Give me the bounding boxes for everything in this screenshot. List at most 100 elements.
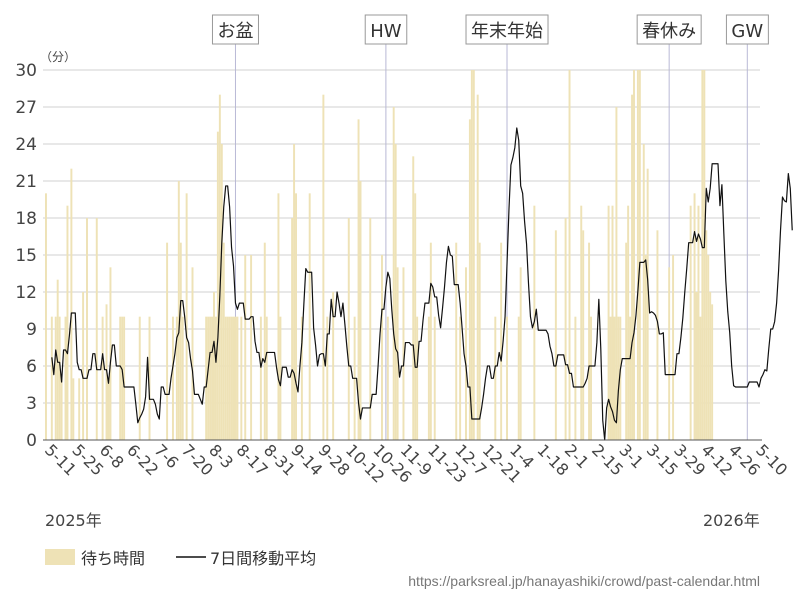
waiting-time-bar [574, 316, 577, 440]
waiting-time-bar [123, 316, 126, 440]
event-label-text: HW [370, 21, 402, 42]
waiting-time-bar [191, 267, 194, 440]
source-url: https://parksreal.jp/hanayashiki/crowd/p… [408, 573, 760, 589]
waiting-time-bar [609, 316, 612, 440]
waiting-time-bar [631, 94, 634, 441]
waiting-time-bar [580, 205, 583, 440]
waiting-time-bar [218, 94, 221, 441]
event-label-text: 春休み [642, 21, 696, 42]
event-label-box [636, 14, 702, 45]
event-label-text: お盆 [217, 21, 253, 42]
waiting-time-bar [476, 94, 479, 441]
waiting-time-bar [279, 316, 282, 440]
waiting-time-bar [82, 292, 85, 440]
waiting-time-bar [394, 144, 397, 440]
waiting-time-bar [250, 255, 253, 440]
waiting-time-bar [209, 316, 212, 440]
waiting-time-bar [369, 218, 372, 440]
waiting-time-bar [656, 230, 659, 440]
waiting-time-bar [259, 316, 262, 440]
waiting-time-bar [611, 205, 614, 440]
waiting-time-bar [171, 316, 174, 440]
waiting-time-bar [230, 316, 233, 440]
waiting-time-bar [402, 267, 405, 440]
x-tick-label: 3-15 [643, 440, 682, 479]
waiting-time-bar [58, 316, 61, 440]
event-label: GW [725, 14, 769, 45]
waiting-time-bar [500, 242, 503, 440]
waiting-time-bar [470, 70, 473, 440]
waiting-time-bar [72, 378, 75, 440]
waiting-time-bar [392, 107, 395, 440]
waiting-time-bar [121, 316, 124, 440]
waiting-time-bar [78, 378, 81, 440]
y-tick-label: 24 [15, 135, 37, 155]
waiting-time-bar [412, 156, 415, 440]
waiting-time-bar [291, 218, 294, 440]
waiting-time-bar [185, 193, 188, 440]
waiting-time-bar [554, 230, 557, 440]
waiting-time-bar [263, 242, 266, 440]
waiting-time-bar [265, 316, 268, 440]
y-tick-label: 0 [26, 431, 37, 451]
waiting-time-bar [617, 316, 620, 440]
event-label-box [465, 14, 549, 45]
y-tick-label: 15 [15, 246, 37, 266]
event-labels: お盆 HW 年末年始 春休み GW [211, 14, 769, 45]
waiting-time-bar [322, 94, 325, 441]
waiting-time-bar [644, 255, 647, 440]
waiting-time-bar [619, 316, 622, 440]
waiting-time-bar [427, 316, 430, 440]
waiting-time-bar [416, 316, 419, 440]
waiting-time-bar [211, 316, 213, 440]
waiting-time-bar [642, 144, 645, 440]
waiting-time-bar [347, 218, 350, 440]
waiting-time-bar [119, 316, 122, 440]
waiting-time-bar [236, 316, 239, 440]
waiting-time-bar [224, 316, 227, 440]
waiting-time-bar [295, 193, 297, 440]
event-label: HW [364, 14, 408, 45]
waiting-time-bar [709, 292, 712, 440]
y-unit-label: （分） [40, 50, 76, 64]
waiting-time-bar [465, 267, 467, 440]
waiting-time-bar [590, 316, 592, 440]
x-tick-label: 7-20 [178, 440, 217, 479]
y-tick-label: 9 [26, 320, 37, 340]
x-tick-label: 8-17 [233, 440, 272, 479]
waiting-time-bar [332, 292, 335, 440]
event-label-box [725, 14, 769, 45]
waiting-time-bar [214, 316, 217, 440]
event-label: お盆 [211, 14, 259, 45]
waiting-time-bar [625, 242, 628, 440]
waiting-time-bar [177, 181, 180, 440]
y-tick-label: 12 [15, 283, 37, 303]
waiting-time-bar [234, 316, 237, 440]
waiting-time-bar [689, 205, 692, 440]
waiting-time-bar [588, 242, 591, 440]
waiting-time-bar [60, 378, 63, 440]
waiting-time-bar [615, 107, 618, 440]
grid-lines [43, 69, 760, 404]
event-label: 春休み [636, 14, 702, 45]
waiting-time-bar [54, 316, 57, 440]
waiting-time-bar [636, 70, 639, 440]
x-tick-label: 2-15 [588, 440, 627, 479]
waiting-time-bar [222, 242, 225, 440]
waiting-time-bar [699, 316, 702, 440]
legend: 待ち時間 7日間移動平均 [45, 549, 316, 568]
waiting-time-bar [478, 242, 481, 440]
waiting-time-bar [672, 255, 675, 440]
y-tick-label: 30 [15, 61, 37, 81]
x-tick-labels: 5-115-256-86-227-67-208-38-178-319-149-2… [41, 440, 791, 486]
waiting-time-bar [181, 316, 184, 440]
waiting-time-bar [627, 205, 630, 440]
y-tick-labels: 0 3 6 9 12 15 18 21 24 27 30 [15, 61, 37, 451]
waiting-time-bar [433, 316, 436, 440]
waiting-time-bar [308, 193, 311, 440]
waiting-time-bar [240, 316, 243, 440]
waiting-time-bar [582, 230, 585, 440]
waiting-time-bar [633, 70, 635, 440]
waiting-time-bar [109, 267, 112, 440]
waiting-time-bar [697, 205, 700, 440]
